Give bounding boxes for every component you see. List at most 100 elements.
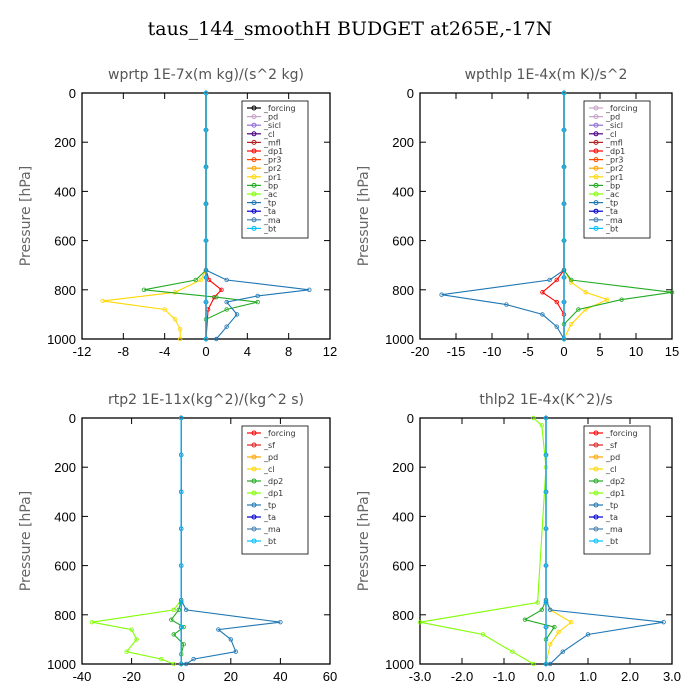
legend-entry: _ma [263,525,281,534]
x-tick-label: 3.0 [663,669,681,684]
series-point [191,656,196,662]
series-point [569,619,574,625]
series-line-pr1 [102,93,207,339]
legend-marker [251,157,257,163]
legend-marker [593,131,599,137]
legend-entry: _ac [263,190,277,199]
series-point [183,661,189,667]
series-point [183,607,189,613]
series-point [605,297,610,302]
x-tick-label: 20 [224,669,238,684]
legend-entry: _sf [605,441,617,450]
legend-marker [251,225,257,231]
chart-panel-1: wprtp 1E-7x(m kg)/(s^2 kg) -12 -8 -4 0 4 8 12 0 2… [18,67,337,359]
x-tick-label: 5 [596,344,603,359]
series-group [100,90,312,342]
series-point [583,290,588,295]
chart-panel-4: thlp2 1E-4x(K^2)/s -3.0 -2.0 -1.0 0.0 1.0 2.0 3… [356,392,681,684]
legend-marker [251,114,257,120]
series-point [561,127,567,133]
series-point [203,275,209,280]
series-point [569,277,574,283]
y-tick-label: 1000 [47,332,76,347]
series-line-dp1 [205,93,223,340]
series-point [543,661,549,667]
y-tick-label: 800 [392,283,414,298]
y-tick-label: 600 [54,234,76,249]
series-point [561,275,567,280]
y-tick-label: 600 [54,559,76,574]
series-point [547,277,552,283]
series-point [228,637,233,642]
legend-entry: _pr1 [605,173,623,182]
series-point [560,649,565,654]
legend-marker [593,502,599,508]
legend-marker [251,148,257,154]
series-point [561,299,567,305]
series-point [178,489,184,494]
legend-entry: _dp1 [605,147,625,156]
legend-marker [593,225,599,231]
series-point [134,637,139,642]
legend-marker [593,182,599,188]
chart-panel-3: rtp2 1E-11x(kg^2)/(kg^2 s)-40 -20 0 20 40 600… [18,392,337,684]
x-tick-label: -40 [73,669,92,684]
legend-entry: _ma [263,216,281,225]
legend-entry: _ta [605,207,618,216]
series-point [181,624,186,630]
legend-marker [251,165,257,171]
series-line-dp2 [170,418,185,664]
series-group [439,90,675,342]
series-group [417,415,666,667]
x-tick-label: -10 [483,344,502,359]
series-point [561,201,567,206]
x-tick-label: -20 [122,669,141,684]
legend-entry: _cl [605,130,617,139]
series-point [224,307,229,312]
legend-marker [593,114,599,120]
legend-marker [593,200,599,206]
legend-marker [251,454,257,460]
plot-frame [419,92,673,340]
series-line-dp1 [91,418,182,665]
y-tick-label: 400 [54,509,76,524]
y-tick-label: 400 [54,184,76,199]
series-point [543,452,549,458]
series-point [569,322,574,327]
legend-marker [593,442,599,448]
series-point [554,324,559,329]
x-tick-label: -5 [522,344,534,359]
legend-entry: _tp [605,199,618,208]
series-point [548,607,553,613]
legend-entry: _ta [263,513,276,522]
legend-marker [251,514,257,520]
legend-marker [251,538,257,544]
legend-box [241,425,309,555]
legend-entry: _bp [263,181,278,190]
series-point [661,619,666,625]
legend-entry: _mfl [263,138,281,147]
series-point [540,290,545,295]
legend-marker [251,174,257,180]
x-tick-label: 0 [178,669,185,684]
series-point [172,317,178,322]
legend-marker [593,157,599,163]
y-axis-label: Pressure [hPa] [18,491,34,591]
legend-marker [251,200,257,206]
series-point [141,287,147,292]
series-point [178,415,184,421]
legend-entry: _cl [263,130,275,139]
series-point [178,661,184,667]
series-point [233,649,238,654]
x-tick-label: -3.0 [409,669,431,684]
series-point [554,277,559,283]
y-axis-label: Pressure [hPa] [356,491,372,591]
series-point [178,452,184,458]
series-group [89,415,283,667]
legend-entry: _bt [605,224,618,233]
series-point [129,627,134,632]
legend-marker [593,122,599,128]
legend-entry: _pd [605,113,620,122]
legend-entry: _cl [605,465,617,474]
